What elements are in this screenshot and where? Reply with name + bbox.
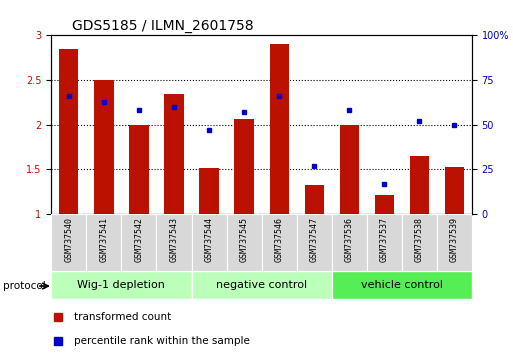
Bar [269,44,289,214]
Bar [94,80,113,214]
Text: GSM737537: GSM737537 [380,217,389,262]
Bar [332,271,472,299]
Bar [410,156,429,214]
Bar [262,214,297,271]
Text: vehicle control: vehicle control [361,280,443,290]
Text: GSM737542: GSM737542 [134,217,144,262]
Text: transformed count: transformed count [74,312,171,322]
Bar [51,214,86,271]
Bar [374,194,394,214]
Bar [191,271,332,299]
Text: negative control: negative control [216,280,307,290]
Text: GSM737538: GSM737538 [415,217,424,262]
Text: GSM737541: GSM737541 [100,217,108,262]
Text: GSM737540: GSM737540 [64,217,73,262]
Text: protocol: protocol [3,281,45,291]
Bar [86,214,122,271]
Bar [51,271,191,299]
Text: GSM737539: GSM737539 [450,217,459,262]
Bar [367,214,402,271]
Bar [305,185,324,214]
Text: GDS5185 / ILMN_2601758: GDS5185 / ILMN_2601758 [72,19,254,33]
Text: GSM737547: GSM737547 [310,217,319,262]
Text: GSM737543: GSM737543 [169,217,179,262]
Text: GSM737546: GSM737546 [274,217,284,262]
Bar [234,119,254,214]
Bar [340,125,359,214]
Text: GSM737536: GSM737536 [345,217,354,262]
Bar [191,214,227,271]
Bar [129,125,149,214]
Bar [122,214,156,271]
Bar [332,214,367,271]
Bar [445,167,464,214]
Bar [200,168,219,214]
Text: percentile rank within the sample: percentile rank within the sample [74,336,250,346]
Bar [402,214,437,271]
Bar [227,214,262,271]
Text: Wig-1 depletion: Wig-1 depletion [77,280,165,290]
Bar [297,214,332,271]
Bar [156,214,191,271]
Text: GSM737544: GSM737544 [205,217,213,262]
Text: GSM737545: GSM737545 [240,217,249,262]
Bar [59,49,78,214]
Bar [437,214,472,271]
Bar [164,93,184,214]
